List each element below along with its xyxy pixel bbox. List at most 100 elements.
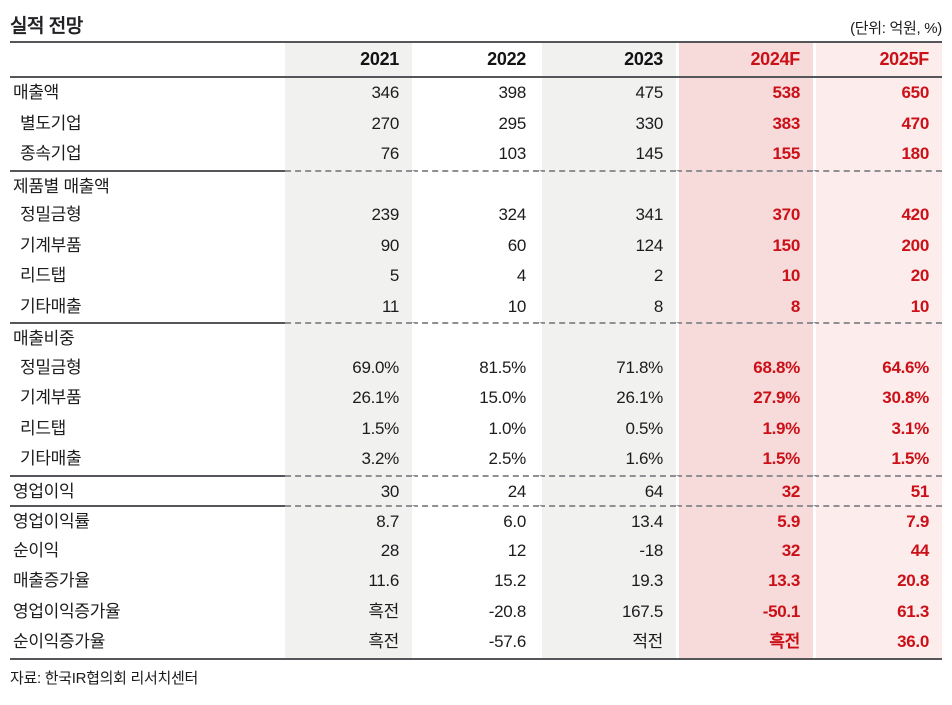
cell-2025F: 61.3 bbox=[813, 596, 942, 627]
row-label: 제품별 매출액 bbox=[10, 169, 285, 201]
cell-2024F: 10 bbox=[676, 261, 813, 292]
row-label: 리드탭 bbox=[20, 266, 67, 285]
table-row: 종속기업 76 103 145 155 180 bbox=[10, 139, 942, 170]
cell-2021: 270 bbox=[285, 108, 412, 139]
cell-2023: 19.3 bbox=[539, 566, 676, 597]
cell-2024F: 27.9% bbox=[676, 383, 813, 414]
cell-2024F: 13.3 bbox=[676, 566, 813, 597]
section-row: 매출비중 bbox=[10, 322, 942, 353]
cell-2021: 90 bbox=[285, 230, 412, 261]
table-row: 기타매출 11 10 8 8 10 bbox=[10, 291, 942, 322]
table-row: 영업이익증가율 흑전 -20.8 167.5 -50.1 61.3 bbox=[10, 596, 942, 627]
cell-2025F: 64.6% bbox=[813, 352, 942, 383]
table-row: 기계부품 26.1% 15.0% 26.1% 27.9% 30.8% bbox=[10, 383, 942, 414]
report-page: 실적 전망 (단위: 억원, %) 2021 2022 2023 2024F 2… bbox=[10, 16, 942, 687]
table-row: 기계부품 90 60 124 150 200 bbox=[10, 230, 942, 261]
cell-2023: 적전 bbox=[539, 627, 676, 658]
header-label-cell bbox=[10, 43, 285, 76]
row-label: 순이익증가율 bbox=[13, 632, 106, 651]
cell-2023: 1.6% bbox=[539, 444, 676, 475]
cell-2021: 1.5% bbox=[285, 413, 412, 444]
cell-2024F: -50.1 bbox=[676, 596, 813, 627]
cell-2021: 3.2% bbox=[285, 444, 412, 475]
cell-2022: 15.2 bbox=[412, 566, 539, 597]
cell-2025F: 7.9 bbox=[813, 505, 942, 536]
row-label: 매출비중 bbox=[10, 322, 285, 353]
header-2025f: 2025F bbox=[813, 43, 942, 76]
cell-2024F bbox=[676, 169, 813, 200]
table-row: 순이익증가율 흑전 -57.6 적전 흑전 36.0 bbox=[10, 627, 942, 658]
cell-2023: 0.5% bbox=[539, 413, 676, 444]
cell-2022: 24 bbox=[412, 474, 539, 505]
section-row: 제품별 매출액 bbox=[10, 169, 942, 201]
row-label: 정밀금형 bbox=[20, 357, 82, 377]
row-label: 매출증가율 bbox=[13, 571, 90, 590]
cell-2024F: 5.9 bbox=[676, 505, 813, 536]
cell-2022 bbox=[412, 169, 539, 200]
cell-2022 bbox=[412, 322, 539, 353]
header-2022: 2022 bbox=[412, 43, 539, 76]
cell-2021: 28 bbox=[285, 535, 412, 566]
cell-2024F: 383 bbox=[676, 108, 813, 139]
cell-2022: -20.8 bbox=[412, 596, 539, 627]
table-row: 리드탭 5 4 2 10 20 bbox=[10, 261, 942, 292]
cell-2025F: 51 bbox=[813, 474, 942, 505]
cell-2024F: 1.5% bbox=[676, 444, 813, 475]
cell-2025F: 10 bbox=[813, 291, 942, 322]
table-row: 리드탭 1.5% 1.0% 0.5% 1.9% 3.1% bbox=[10, 413, 942, 444]
table-row: 매출증가율 11.6 15.2 19.3 13.3 20.8 bbox=[10, 566, 942, 597]
cell-2025F: 20.8 bbox=[813, 566, 942, 597]
cell-2022: 60 bbox=[412, 230, 539, 261]
cell-2024F: 32 bbox=[676, 474, 813, 505]
cell-2022: 10 bbox=[412, 291, 539, 322]
cell-2023: 330 bbox=[539, 108, 676, 139]
cell-2024F: 흑전 bbox=[676, 627, 813, 658]
cell-2021: 5 bbox=[285, 261, 412, 292]
table-row: 영업이익 30 24 64 32 51 bbox=[10, 474, 942, 505]
table-row: 순이익 28 12 -18 32 44 bbox=[10, 535, 942, 566]
cell-2021: 346 bbox=[285, 78, 412, 109]
page-title: 실적 전망 bbox=[10, 16, 83, 37]
cell-2022: 295 bbox=[412, 108, 539, 139]
cell-2022: 2.5% bbox=[412, 444, 539, 475]
cell-2024F: 370 bbox=[676, 200, 813, 231]
cell-2025F: 1.5% bbox=[813, 444, 942, 475]
row-label: 별도기업 bbox=[20, 113, 82, 133]
row-label: 리드탭 bbox=[20, 418, 67, 438]
row-label: 매출액 bbox=[13, 83, 60, 102]
cell-2023: 8 bbox=[539, 291, 676, 322]
table-body: 매출액 346 398 475 538 650 별도기업 270 295 330 383 470 종속기… bbox=[10, 78, 942, 658]
cell-2024F: 32 bbox=[676, 535, 813, 566]
cell-2023: 145 bbox=[539, 139, 676, 170]
cell-2025F: 44 bbox=[813, 535, 942, 566]
cell-2021: 11.6 bbox=[285, 566, 412, 597]
cell-2025F: 3.1% bbox=[813, 413, 942, 444]
row-label: 영업이익률 bbox=[10, 505, 285, 536]
row-label: 기타매출 bbox=[20, 449, 82, 468]
cell-2022: 398 bbox=[412, 78, 539, 109]
cell-2022: 12 bbox=[412, 535, 539, 566]
table-row: 정밀금형 239 324 341 370 420 bbox=[10, 200, 942, 231]
cell-2023 bbox=[539, 322, 676, 353]
cell-2024F: 8 bbox=[676, 291, 813, 322]
cell-2024F: 1.9% bbox=[676, 413, 813, 444]
cell-2021: 11 bbox=[285, 291, 412, 322]
header-2023: 2023 bbox=[539, 43, 676, 76]
cell-2025F bbox=[813, 169, 942, 200]
cell-2021: 흑전 bbox=[285, 627, 412, 658]
cell-2025F: 20 bbox=[813, 261, 942, 292]
row-label: 영업이익증가율 bbox=[13, 601, 121, 621]
table-row: 정밀금형 69.0% 81.5% 71.8% 68.8% 64.6% bbox=[10, 352, 942, 383]
cell-2024F: 538 bbox=[676, 78, 813, 109]
cell-2023: 2 bbox=[539, 261, 676, 292]
cell-2022: 81.5% bbox=[412, 352, 539, 383]
cell-2025F: 30.8% bbox=[813, 383, 942, 414]
row-label: 정밀금형 bbox=[20, 205, 82, 224]
cell-2025F: 420 bbox=[813, 200, 942, 231]
cell-2023 bbox=[539, 169, 676, 200]
cell-2022: 324 bbox=[412, 200, 539, 231]
cell-2022: 103 bbox=[412, 139, 539, 170]
cell-2025F: 180 bbox=[813, 139, 942, 170]
cell-2023: 475 bbox=[539, 78, 676, 109]
cell-2024F: 155 bbox=[676, 139, 813, 170]
